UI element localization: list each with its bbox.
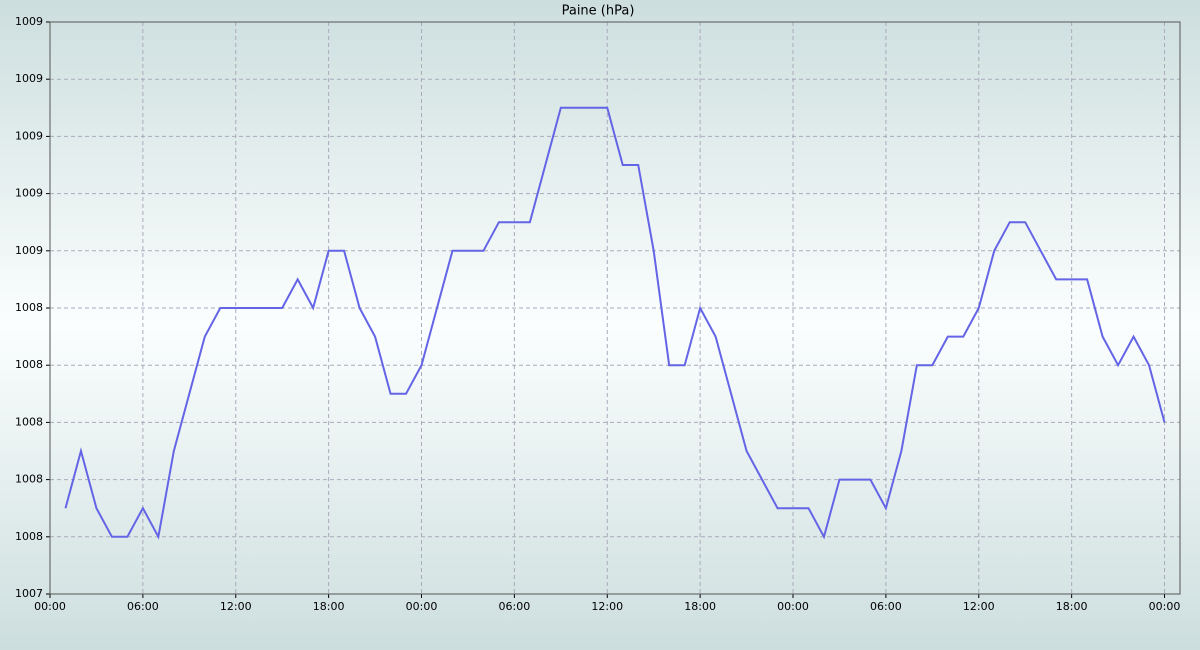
- chart-title: Paine (hPa): [562, 4, 635, 19]
- x-tick-label: 12:00: [220, 600, 252, 613]
- x-tick-label: 00:00: [777, 600, 809, 613]
- x-tick-label: 06:00: [870, 600, 902, 613]
- x-tick-label: 12:00: [963, 600, 995, 613]
- x-tick-label: 00:00: [406, 600, 438, 613]
- y-tick-label: 1009: [15, 187, 43, 200]
- x-tick-label: 12:00: [591, 600, 623, 613]
- y-tick-label: 1007: [15, 587, 43, 600]
- plot-frame: [49, 21, 1181, 595]
- y-tick-label: 1009: [15, 244, 43, 257]
- y-tick-label: 1009: [15, 15, 43, 28]
- x-tick-label: 00:00: [34, 600, 66, 613]
- y-tick-label: 1008: [15, 530, 43, 543]
- y-tick-label: 1008: [15, 415, 43, 428]
- y-tick-label: 1008: [15, 473, 43, 486]
- x-tick-label: 00:00: [1149, 600, 1181, 613]
- y-tick-label: 1008: [15, 301, 43, 314]
- x-tick-label: 06:00: [499, 600, 531, 613]
- y-tick-label: 1008: [15, 358, 43, 371]
- x-tick-label: 18:00: [1056, 600, 1088, 613]
- x-tick-label: 18:00: [684, 600, 716, 613]
- y-tick-label: 1009: [15, 72, 43, 85]
- data-line: [64, 106, 1166, 540]
- x-tick-label: 06:00: [127, 600, 159, 613]
- x-tick-label: 18:00: [313, 600, 345, 613]
- y-tick-label: 1009: [15, 129, 43, 142]
